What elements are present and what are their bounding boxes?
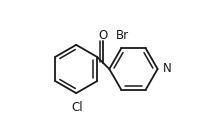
Text: O: O [99,29,108,42]
Text: Cl: Cl [72,101,83,114]
Text: Br: Br [116,29,129,42]
Text: N: N [162,63,171,75]
